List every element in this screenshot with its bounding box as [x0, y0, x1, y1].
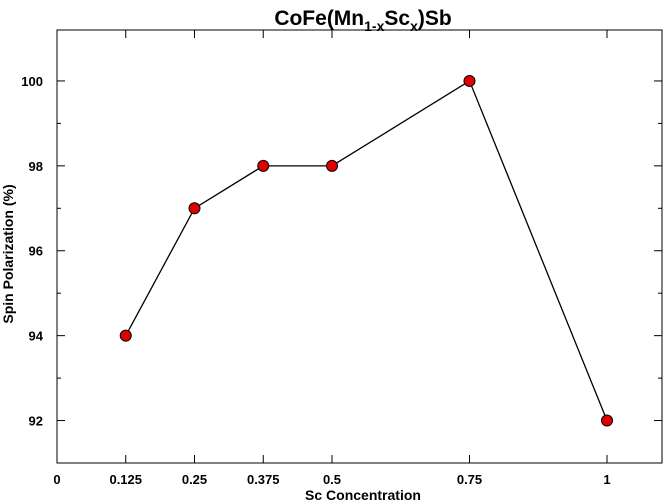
data-point	[119, 329, 132, 342]
plot-frame	[56, 29, 663, 464]
data-point	[463, 74, 476, 87]
series-spin-polarization	[119, 74, 613, 427]
chart-title: CoFe(Mn1-xScx)Sb	[274, 7, 451, 34]
y-tick-label: 98	[29, 159, 43, 174]
title-text: )Sb	[418, 7, 452, 30]
x-tick-label: 0.375	[247, 472, 280, 487]
title-text: CoFe(Mn	[274, 7, 364, 30]
data-point	[326, 159, 338, 172]
series-line	[125, 79, 608, 421]
x-axis: 0 0.125 0.25 0.375 0.5 0.75 1	[53, 30, 611, 487]
data-point	[188, 202, 201, 215]
x-tick-label: 0.125	[109, 472, 142, 487]
x-tick-label: 0	[53, 472, 60, 487]
y-tick-label: 100	[21, 74, 43, 89]
y-tick-label: 94	[29, 329, 44, 344]
title-subscript: 1-x	[364, 18, 384, 34]
y-axis: 92 94 96 98 100	[21, 74, 662, 429]
y-axis-label: Spin Polarization (%)	[0, 184, 16, 323]
x-axis-label: Sc Concentration	[305, 487, 421, 503]
data-point	[601, 414, 613, 427]
x-tick-label: 0.75	[457, 472, 482, 487]
title-text: Sc	[384, 7, 410, 30]
x-tick-label: 0.25	[182, 472, 207, 487]
data-point	[257, 159, 270, 172]
title-subscript: x	[410, 18, 418, 34]
y-tick-label: 92	[29, 414, 43, 429]
x-tick-label: 1	[603, 472, 610, 487]
y-tick-label: 96	[29, 244, 43, 259]
x-tick-label: 0.5	[323, 472, 341, 487]
